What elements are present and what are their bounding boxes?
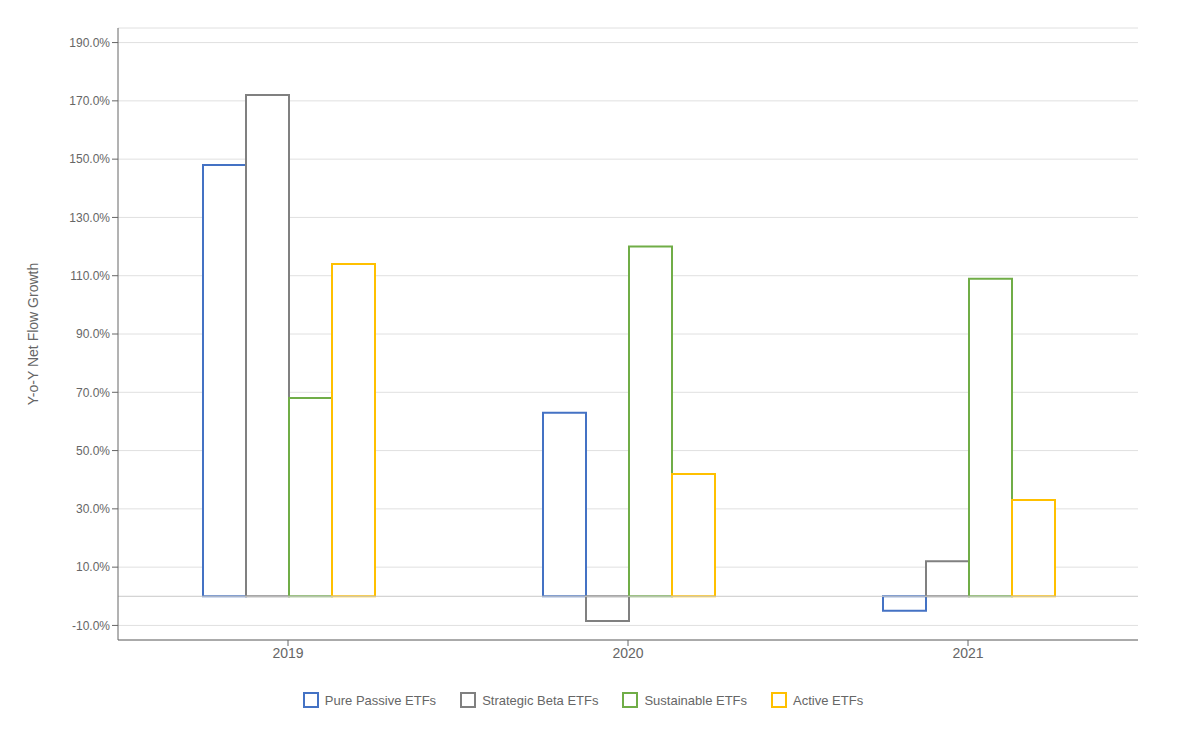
svg-text:10.0%: 10.0% bbox=[76, 560, 110, 574]
html-text:Active ETFs: Active ETFs bbox=[793, 692, 864, 708]
html-text:Strategic Beta ETFs: Strategic Beta ETFs bbox=[482, 692, 599, 708]
svg-text:90.0%: 90.0% bbox=[76, 327, 110, 341]
html-text:Pure Passive ETFs: Pure Passive ETFs bbox=[324, 692, 437, 708]
svg-text:2021: 2021 bbox=[952, 645, 983, 661]
html-text:Sustainable ETFs: Sustainable ETFs bbox=[644, 692, 748, 708]
svg-text:2020: 2020 bbox=[612, 645, 643, 661]
svg-text:-10.0%: -10.0% bbox=[72, 619, 110, 633]
svg-text:50.0%: 50.0% bbox=[76, 444, 110, 458]
svg-text:110.0%: 110.0% bbox=[70, 269, 110, 283]
svg-text:190.0%: 190.0% bbox=[69, 36, 110, 50]
svg-text:30.0%: 30.0% bbox=[76, 502, 110, 516]
svg-text:130.0%: 130.0% bbox=[69, 211, 110, 225]
svg-text:Y-o-Y Net Flow Growth: Y-o-Y Net Flow Growth bbox=[25, 263, 41, 405]
svg-text:150.0%: 150.0% bbox=[69, 152, 110, 166]
svg-text:170.0%: 170.0% bbox=[69, 94, 110, 108]
svg-text:2019: 2019 bbox=[272, 645, 303, 661]
svg-text:70.0%: 70.0% bbox=[76, 386, 110, 400]
